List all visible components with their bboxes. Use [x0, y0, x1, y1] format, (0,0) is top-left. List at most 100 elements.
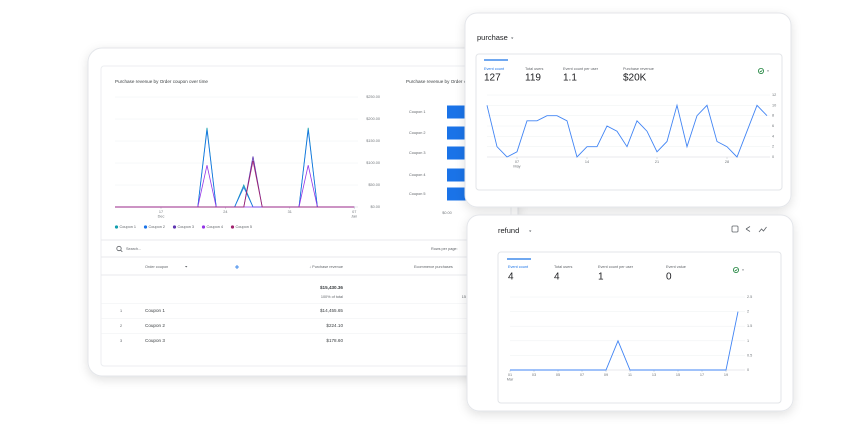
card-title: purchase: [477, 33, 508, 42]
total-value: $15,430.36: [320, 285, 343, 290]
status-icon[interactable]: [733, 266, 740, 273]
x-tick-label: 17: [700, 373, 704, 377]
x-tick-label: 05: [556, 373, 560, 377]
legend-label: Coupon 5: [236, 225, 252, 229]
search-input[interactable]: Search...: [126, 247, 141, 251]
edit-icon[interactable]: [731, 225, 739, 233]
data-line: [115, 160, 355, 208]
x-tick-label: Dec: [158, 215, 165, 219]
x-tick-label: 09: [604, 373, 608, 377]
y-tick-label: 0: [772, 155, 774, 159]
metrics: Event count 4 Total users 4 Event count per …: [508, 265, 686, 283]
column-header[interactable]: Ecommerce purchases: [414, 265, 453, 269]
y-tick-label: $200.00: [366, 117, 380, 121]
legend-label: Coupon 2: [149, 225, 165, 229]
legend-swatch: [201, 225, 206, 229]
metric-value: 119: [525, 73, 541, 84]
row-value: $178.60: [326, 338, 343, 343]
y-tick-label: 10: [772, 103, 776, 107]
bar-label: Coupon 1: [409, 110, 425, 114]
dropdown-icon[interactable]: [767, 70, 769, 72]
total-value: 15: [462, 295, 466, 299]
metric-label: Event count: [508, 265, 529, 269]
share-icon[interactable]: [745, 226, 751, 232]
legend-swatch: [114, 225, 119, 229]
chart-title: Purchase revenue by Order coupon: [406, 79, 479, 84]
chart-title: Purchase revenue by Order coupon over ti…: [115, 79, 208, 84]
rows-per-page[interactable]: Rows per page:: [431, 247, 458, 251]
metric-label: Purchase revenue: [623, 67, 654, 71]
x-tick-label: May: [513, 165, 520, 169]
row-name: Coupon 3: [145, 338, 165, 343]
bar-label: Coupon 5: [409, 192, 425, 196]
y-tick-label: 2: [747, 310, 749, 314]
x-tick-label: 07: [580, 373, 584, 377]
row-value: $14,455.65: [320, 308, 343, 313]
y-tick-label: 12: [772, 93, 776, 97]
dropdown-icon[interactable]: [529, 230, 532, 233]
report-card: Purchase revenue by Order coupon over ti…: [87, 47, 519, 377]
x-tick-label: 01: [508, 373, 512, 377]
insights-icon[interactable]: [758, 226, 767, 233]
legend-label: Coupon 3: [178, 225, 194, 229]
x-tick-label: 31: [288, 210, 292, 214]
y-tick-label: 1.5: [747, 324, 752, 328]
dropdown-icon[interactable]: [742, 269, 744, 271]
metric-value: 4: [508, 272, 514, 283]
data-line: [510, 311, 739, 371]
metric-value: 1.1: [563, 73, 577, 84]
metric-label: Event count per user: [563, 67, 599, 71]
legend: Coupon 1 Coupon 2 Coupon 3 Coupon 4 Coupon 5: [114, 225, 252, 229]
bar-label: Coupon 3: [409, 151, 425, 155]
metric-value: 0: [666, 272, 672, 283]
axis-label: $0.00: [442, 211, 452, 215]
x-tick-label: 11: [628, 373, 632, 377]
y-tick-label: 4: [772, 134, 774, 138]
total-share: 100% of total: [321, 295, 343, 299]
x-tick-label: 28: [725, 160, 729, 164]
column-header[interactable]: ↓ Purchase revenue: [309, 265, 343, 269]
row-index: 2: [120, 324, 122, 328]
legend-swatch: [230, 225, 235, 229]
search-icon: [120, 249, 123, 253]
x-tick-label: 03: [532, 373, 536, 377]
status-icon: [759, 69, 763, 73]
metric-label: Total users: [554, 265, 572, 269]
y-tick-label: 2.5: [747, 295, 752, 299]
x-tick-label: Jan: [351, 215, 357, 219]
y-tick-label: 6: [772, 124, 774, 128]
x-tick-label: 07: [352, 210, 356, 214]
legend-swatch: [172, 225, 177, 229]
y-tick-label: $0.00: [370, 205, 380, 209]
row-index: 1: [120, 309, 122, 313]
bar-label: Coupon 2: [409, 131, 425, 135]
table-rows: 1 Coupon 1 $14,455.65 2 Coupon 2 $224.10 3 Coup…: [101, 303, 511, 343]
status-icon[interactable]: [758, 68, 765, 75]
x-tick-label: 15: [676, 373, 680, 377]
column-header[interactable]: Order coupon: [145, 265, 168, 269]
y-tick-label: $250.00: [366, 95, 380, 99]
add-column[interactable]: [235, 265, 239, 269]
panel: [475, 53, 783, 191]
x-tick-label: 17: [159, 210, 163, 214]
metric-value: $20K: [623, 73, 647, 84]
panel: [497, 251, 782, 404]
search-icon[interactable]: [116, 245, 122, 252]
dropdown-icon[interactable]: [511, 37, 514, 40]
row-name: Coupon 2: [145, 323, 165, 328]
row-index: 3: [120, 339, 122, 343]
row-value: $224.10: [326, 323, 343, 328]
metric-label: Event count: [484, 67, 505, 71]
metric-value: 4: [554, 272, 560, 283]
dropdown-icon[interactable]: [185, 266, 188, 268]
x-tick-label: 24: [223, 210, 227, 214]
metric-value: 127: [484, 73, 501, 84]
metrics: Event count 127 Total users 119 Event count …: [484, 67, 654, 84]
x-tick-label: 14: [585, 160, 589, 164]
y-tick-label: 1: [747, 339, 749, 343]
y-tick-label: $50.00: [368, 183, 380, 187]
bar-label: Coupon 4: [409, 173, 425, 177]
